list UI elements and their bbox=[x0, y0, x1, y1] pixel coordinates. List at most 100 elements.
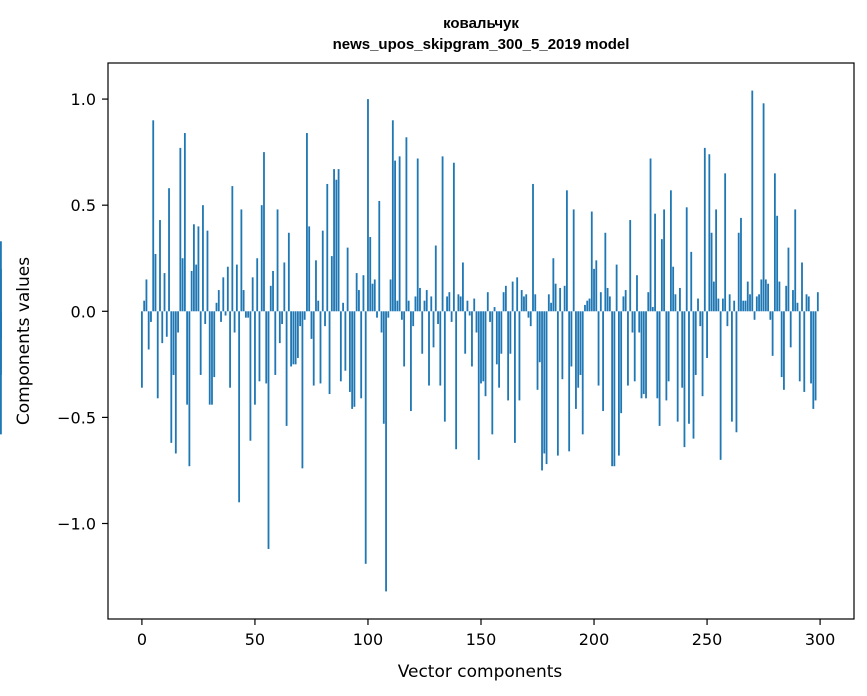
bar bbox=[767, 283, 769, 312]
bar bbox=[233, 311, 236, 333]
bar bbox=[672, 266, 675, 312]
bar bbox=[489, 311, 491, 322]
bar bbox=[183, 133, 186, 312]
bar bbox=[204, 311, 207, 325]
bar bbox=[749, 294, 751, 312]
bar-series bbox=[0, 90, 819, 592]
bar bbox=[737, 232, 740, 312]
y-tick-label: 0.5 bbox=[71, 196, 96, 215]
x-tick-label: 200 bbox=[579, 630, 610, 649]
bar bbox=[579, 311, 582, 375]
bar bbox=[529, 311, 532, 327]
bar bbox=[724, 173, 727, 312]
bar bbox=[294, 311, 297, 365]
bar bbox=[563, 285, 566, 312]
bar bbox=[348, 311, 351, 392]
bar bbox=[213, 311, 216, 378]
bar bbox=[744, 300, 747, 312]
x-axis-ticks: 0 50 100 150 200 250 300 bbox=[137, 619, 835, 649]
bar bbox=[611, 311, 614, 467]
bar bbox=[215, 302, 218, 312]
bar bbox=[364, 311, 367, 564]
bar bbox=[154, 253, 157, 312]
bar bbox=[443, 311, 446, 422]
x-tick-label: 250 bbox=[692, 630, 723, 649]
bar bbox=[468, 311, 471, 316]
bar bbox=[590, 211, 593, 312]
x-tick-label: 100 bbox=[353, 630, 384, 649]
bar bbox=[464, 311, 467, 354]
bar bbox=[493, 307, 496, 312]
bar bbox=[380, 311, 383, 333]
bar bbox=[437, 311, 439, 325]
x-tick-label: 0 bbox=[137, 630, 147, 649]
bar bbox=[751, 90, 754, 312]
bar bbox=[473, 298, 476, 312]
y-tick-label: −1.0 bbox=[57, 515, 96, 534]
bar bbox=[170, 311, 173, 443]
bar bbox=[150, 311, 152, 322]
bar bbox=[362, 275, 365, 312]
bar bbox=[385, 311, 387, 592]
bar bbox=[224, 311, 227, 316]
bar bbox=[638, 311, 641, 333]
bar bbox=[663, 209, 666, 312]
bar bbox=[706, 311, 708, 358]
bar bbox=[281, 311, 283, 325]
bar bbox=[753, 311, 756, 320]
bar bbox=[197, 226, 200, 312]
bar bbox=[760, 279, 763, 312]
bar bbox=[690, 251, 693, 312]
bar bbox=[412, 311, 415, 327]
bar bbox=[617, 311, 620, 456]
bar bbox=[254, 311, 256, 405]
x-tick-label: 150 bbox=[466, 630, 497, 649]
bar bbox=[627, 311, 629, 386]
bar bbox=[794, 209, 797, 312]
bar bbox=[597, 311, 600, 386]
bar bbox=[518, 311, 521, 401]
bar bbox=[685, 207, 688, 312]
bar bbox=[419, 287, 421, 312]
bar bbox=[803, 311, 806, 392]
bar bbox=[792, 290, 794, 312]
chart-subtitle: news_upos_skipgram_300_5_2019 model bbox=[333, 36, 630, 53]
bar bbox=[163, 273, 166, 312]
bar bbox=[534, 294, 537, 312]
bar bbox=[523, 296, 525, 312]
bar bbox=[656, 311, 659, 399]
bar bbox=[769, 311, 772, 320]
bar bbox=[631, 311, 634, 333]
bar bbox=[452, 162, 455, 312]
bar bbox=[710, 232, 713, 312]
bar bbox=[726, 311, 729, 327]
bar bbox=[371, 283, 374, 312]
bar bbox=[595, 260, 598, 312]
bar bbox=[746, 281, 749, 312]
bar bbox=[604, 232, 607, 312]
bar bbox=[226, 266, 229, 312]
bar bbox=[249, 311, 252, 441]
bar bbox=[572, 209, 575, 312]
bar bbox=[152, 120, 155, 312]
bar bbox=[796, 302, 799, 312]
bar bbox=[260, 205, 263, 312]
x-tick-label: 50 bbox=[245, 630, 265, 649]
bar bbox=[771, 311, 774, 356]
bar bbox=[654, 213, 656, 312]
bar bbox=[606, 287, 609, 312]
bar bbox=[387, 311, 390, 318]
bar bbox=[681, 311, 684, 388]
bar bbox=[785, 285, 788, 312]
bar bbox=[699, 311, 702, 327]
bar bbox=[701, 311, 704, 397]
bar bbox=[240, 209, 243, 312]
bar bbox=[244, 311, 247, 318]
bar bbox=[651, 307, 654, 312]
bar bbox=[267, 311, 270, 549]
bar bbox=[577, 311, 580, 388]
bar bbox=[667, 311, 670, 382]
bar bbox=[570, 311, 573, 367]
bar bbox=[647, 292, 650, 312]
bar bbox=[432, 311, 435, 348]
